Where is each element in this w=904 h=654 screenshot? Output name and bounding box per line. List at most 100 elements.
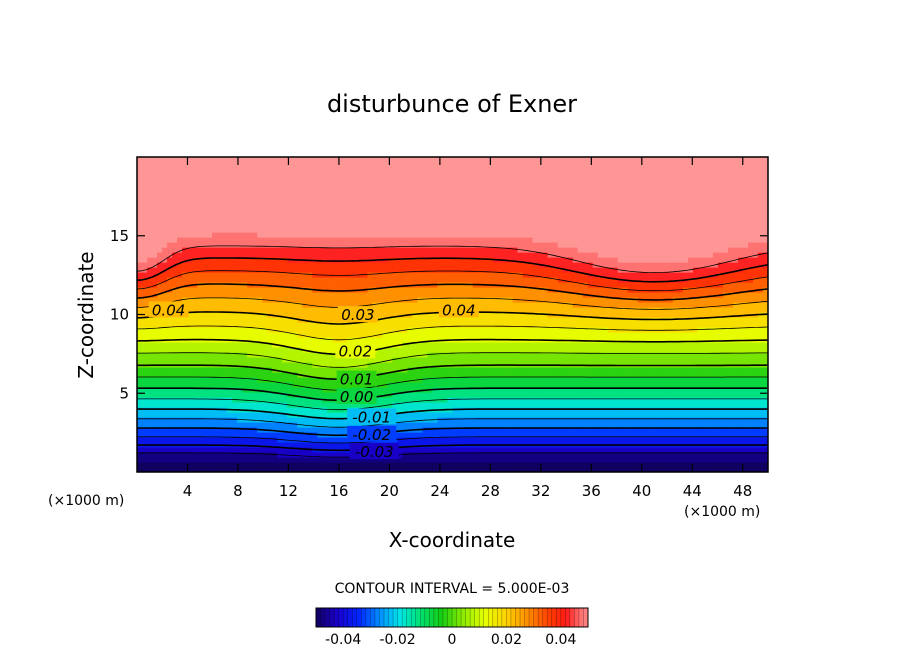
contour-cell [252,322,258,328]
contour-cell [557,447,564,453]
contour-cell [572,337,579,343]
contour-cell [417,287,424,293]
contour-cell [167,292,173,298]
contour-cell [522,412,529,418]
contour-cell [517,392,524,398]
contour-cell [312,387,318,393]
contour-cell [487,432,494,438]
contour-cell [732,352,739,358]
contour-cell [402,462,409,468]
contour-cell [497,327,504,333]
contour-cell [457,432,464,438]
contour-cell [662,447,669,453]
contour-cell [542,377,549,383]
contour-cell [407,412,414,418]
contour-cell [762,457,768,463]
contour-cell [407,452,414,458]
contour-cell [302,412,308,418]
contour-cell [462,272,469,278]
contour-cell [432,277,439,283]
contour-cell [207,377,213,383]
contour-cell [187,427,193,433]
contour-cell [152,467,158,472]
contour-cell [597,397,604,403]
contour-cell [322,362,328,368]
contour-cell [202,342,208,348]
contour-cell [302,392,308,398]
contour-cell [427,362,434,368]
contour-cell [327,287,333,293]
contour-cell [377,457,383,463]
contour-cell [652,292,659,298]
contour-cell [242,422,248,428]
contour-cell [237,457,243,463]
contour-cell [657,312,664,318]
contour-cell [182,437,188,443]
contour-cell [497,292,504,298]
contour-cell [217,447,223,453]
contour-cell [472,372,479,378]
contour-cell [552,447,559,453]
contour-cell [707,467,714,472]
contour-cell [512,402,519,408]
contour-cell [652,432,659,438]
contour-cell [197,437,203,443]
contour-cell [757,302,764,308]
contour-cell [157,452,163,458]
contour-cell [762,452,768,458]
contour-cell [577,342,584,348]
contour-cell [762,417,768,423]
contour-cell [627,447,634,453]
contour-cell [577,317,584,323]
contour-cell [477,332,484,338]
contour-cell [357,322,363,328]
contour-cell [492,447,499,453]
contour-cell [757,382,764,388]
contour-cell [222,317,228,323]
contour-cell [737,377,744,383]
contour-cell [747,302,754,308]
contour-cell [432,442,439,448]
contour-cell [452,372,459,378]
contour-cell [677,437,684,443]
contour-cell [277,402,283,408]
contour-cell [232,302,238,308]
contour-cell [457,462,464,468]
contour-cell [407,327,414,333]
contour-cell [197,342,203,348]
contour-cell [507,302,514,308]
contour-cell [717,327,724,333]
contour-cell [522,307,529,313]
contour-cell [312,462,318,468]
contour-cell [432,292,439,298]
contour-cell [227,402,233,408]
contour-cell [672,437,679,443]
contour-cell [222,312,228,318]
contour-cell [387,372,394,378]
contour-cell [202,287,208,293]
contour-cell [727,377,734,383]
contour-cell [587,302,594,308]
contour-cell [167,417,173,423]
contour-cell [352,277,358,283]
contour-cell [612,437,619,443]
contour-cell [637,427,644,433]
contour-cell [757,467,764,472]
contour-cell [232,287,238,293]
contour-cell [272,317,278,323]
contour-cell [257,457,263,463]
contour-cell [447,342,454,348]
contour-cell [682,392,689,398]
contour-cell [547,367,554,373]
contour-cell [277,337,283,343]
contour-cell [377,362,383,368]
contour-cell [722,322,729,328]
contour-cell [322,327,328,333]
contour-cell [262,417,268,423]
contour-cell [742,372,749,378]
contour-cell [367,362,373,368]
contour-cell [667,282,674,288]
contour-cell [687,342,694,348]
contour-cell [597,377,604,383]
contour-cell [197,352,203,358]
